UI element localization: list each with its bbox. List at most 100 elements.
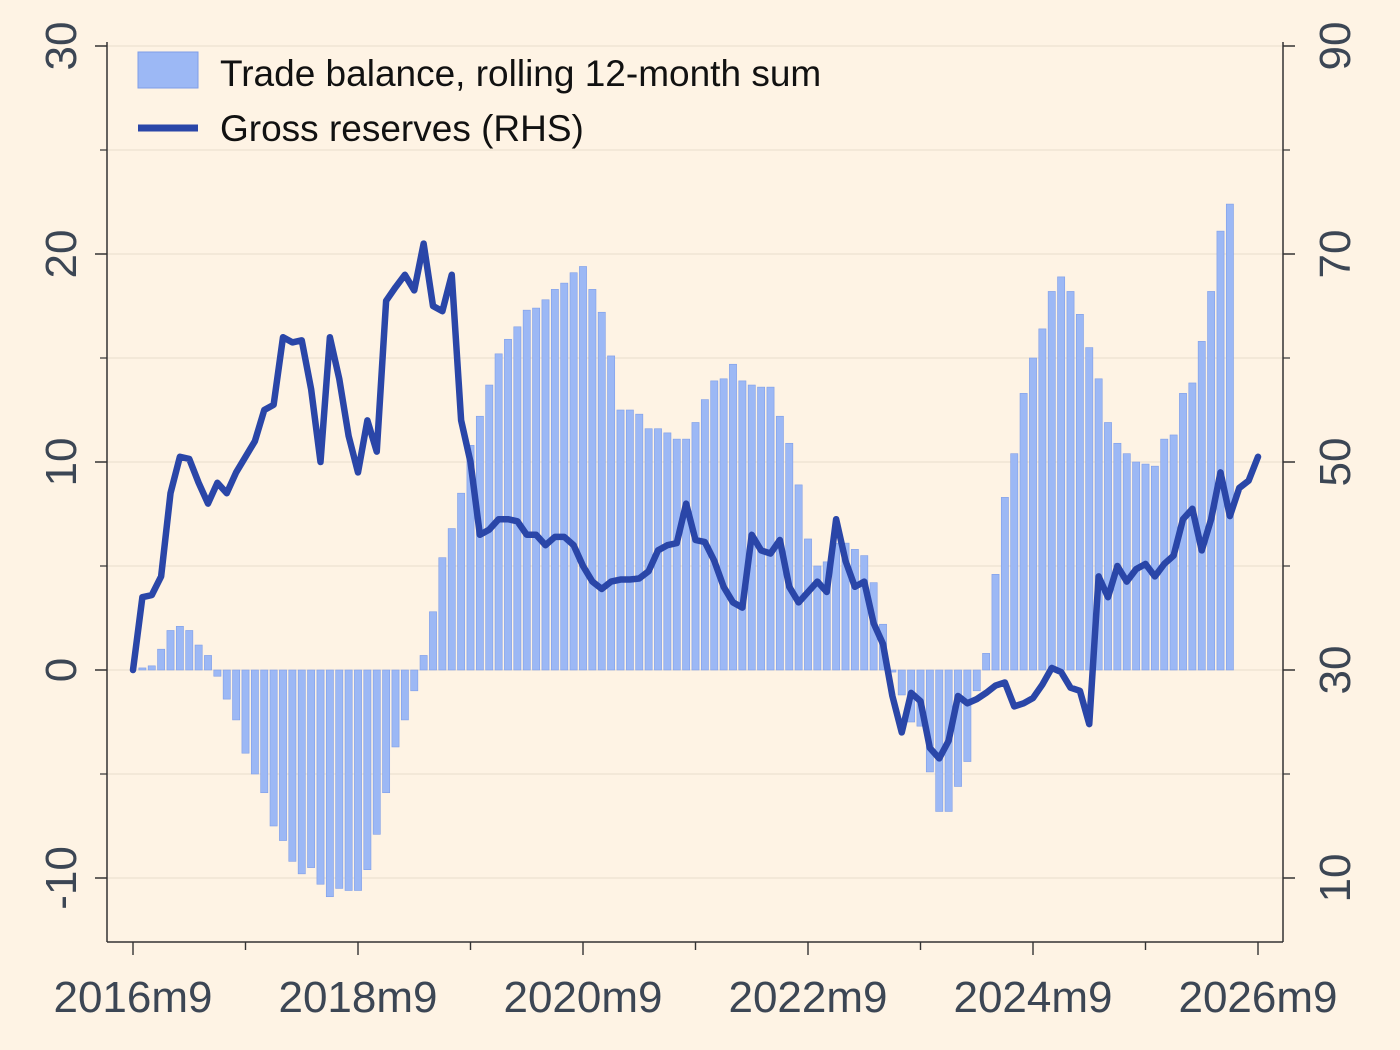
bar xyxy=(438,557,447,671)
x-tick-label: 2026m9 xyxy=(1178,973,1337,1022)
bar xyxy=(419,655,428,671)
bar xyxy=(672,438,681,671)
bar xyxy=(766,386,775,671)
bar xyxy=(475,415,484,671)
bar xyxy=(410,669,419,692)
bar xyxy=(279,669,287,841)
bar xyxy=(738,380,747,671)
bar xyxy=(597,311,606,671)
x-tick-label: 2022m9 xyxy=(728,973,887,1022)
bar xyxy=(719,378,728,671)
bar xyxy=(813,565,822,671)
bar xyxy=(1085,347,1094,671)
line-series-gross-reserves xyxy=(129,240,1262,762)
bar xyxy=(616,409,625,671)
axis-ticks: -10 0 10 20 30 10 30 50 70 90 2016m9 2018m9 2020m9 20… xyxy=(37,22,1360,1022)
bar xyxy=(625,409,634,671)
bar xyxy=(185,630,194,671)
bar xyxy=(747,384,756,671)
bar xyxy=(710,380,719,671)
bar xyxy=(954,669,962,787)
bar xyxy=(147,665,156,671)
bar xyxy=(569,272,578,671)
bar xyxy=(1197,341,1206,671)
bar xyxy=(269,669,278,827)
left-tick-label: 20 xyxy=(37,230,86,279)
bar xyxy=(1113,442,1122,671)
bar xyxy=(213,669,222,677)
bar xyxy=(204,655,212,671)
bar xyxy=(991,574,1000,671)
bar xyxy=(963,669,972,762)
legend-label-bars: Trade balance, rolling 12-month sum xyxy=(220,53,821,94)
legend-bar-swatch xyxy=(137,51,199,89)
bar xyxy=(841,542,850,671)
bar xyxy=(550,289,559,671)
bar xyxy=(1122,453,1131,671)
bar xyxy=(607,355,616,671)
bar xyxy=(1038,328,1047,671)
bar xyxy=(1047,291,1056,671)
bar xyxy=(429,611,437,671)
bar xyxy=(297,669,306,875)
bar xyxy=(897,669,906,696)
bar xyxy=(175,626,184,671)
bar xyxy=(1207,291,1216,671)
bar xyxy=(663,432,672,671)
bar xyxy=(785,442,794,671)
left-tick-label: -10 xyxy=(37,846,86,910)
reserves-line xyxy=(129,240,1262,762)
bar xyxy=(363,669,372,870)
bar xyxy=(532,307,541,671)
bar xyxy=(250,669,259,775)
x-tick-label: 2016m9 xyxy=(53,973,212,1022)
bar xyxy=(307,669,316,868)
bar xyxy=(457,492,466,671)
bar xyxy=(860,555,869,671)
left-tick-label: 30 xyxy=(37,22,86,71)
bar xyxy=(382,669,391,794)
bar xyxy=(1225,203,1234,671)
bar xyxy=(691,422,700,671)
bar xyxy=(1000,497,1009,671)
bar xyxy=(1104,422,1112,671)
bar xyxy=(804,538,812,671)
bar xyxy=(700,399,709,671)
right-tick-label: 30 xyxy=(1311,646,1360,695)
bar xyxy=(1019,393,1028,671)
bar xyxy=(447,528,456,671)
bar xyxy=(260,669,269,794)
right-tick-label: 10 xyxy=(1311,854,1360,903)
bar xyxy=(400,669,409,721)
bar xyxy=(344,669,353,891)
bar xyxy=(222,669,231,700)
bar xyxy=(1029,357,1037,671)
bar xyxy=(166,630,175,671)
bar xyxy=(1010,453,1019,671)
bar xyxy=(1160,438,1169,671)
bar xyxy=(157,648,166,671)
bar xyxy=(232,669,241,721)
bar xyxy=(241,669,250,754)
right-tick-label: 90 xyxy=(1311,22,1360,71)
bar xyxy=(541,299,550,671)
bar xyxy=(972,669,981,692)
bar xyxy=(194,644,203,671)
bar xyxy=(354,669,362,891)
right-tick-label: 70 xyxy=(1311,230,1360,279)
bar xyxy=(335,669,344,889)
bar xyxy=(635,413,644,671)
bar xyxy=(822,561,831,671)
x-tick-label: 2024m9 xyxy=(953,973,1112,1022)
bar xyxy=(729,363,737,671)
bar xyxy=(644,428,653,671)
bar xyxy=(560,282,569,671)
bar xyxy=(794,484,803,671)
bar xyxy=(1057,276,1066,671)
bar xyxy=(935,669,944,812)
left-tick-label: 0 xyxy=(37,658,86,682)
bar xyxy=(522,309,531,671)
bar xyxy=(325,669,334,898)
bar xyxy=(850,549,859,671)
